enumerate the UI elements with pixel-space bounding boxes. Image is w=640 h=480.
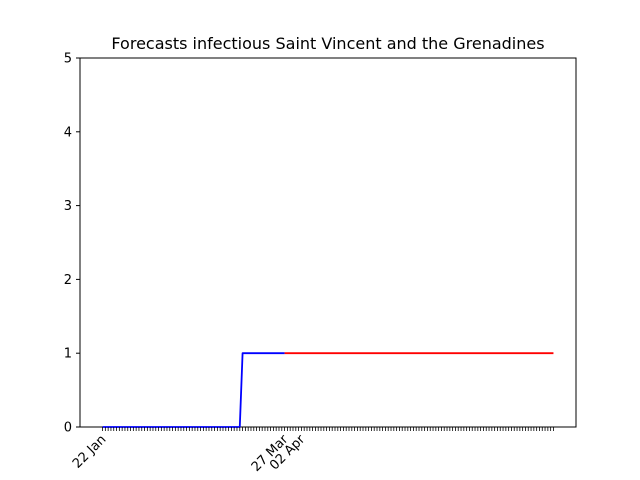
y-axis: 0 1 2 3 4 5: [64, 52, 80, 436]
plot-frame: [79, 57, 577, 428]
series-line-1: [102, 352, 285, 428]
y-tick-label: 5: [64, 52, 72, 67]
y-tick-label: 2: [64, 273, 72, 288]
y-tick-label: 4: [64, 125, 72, 140]
y-tick-label: 1: [64, 347, 72, 362]
y-tick-label: 3: [64, 199, 72, 214]
chart-title: Forecasts infectious Saint Vincent and t…: [111, 34, 544, 53]
plot-area: [79, 57, 577, 428]
y-tick-label: 0: [64, 421, 72, 436]
x-tick-label: 22 Jan: [70, 432, 109, 471]
series-layer: [102, 352, 554, 428]
